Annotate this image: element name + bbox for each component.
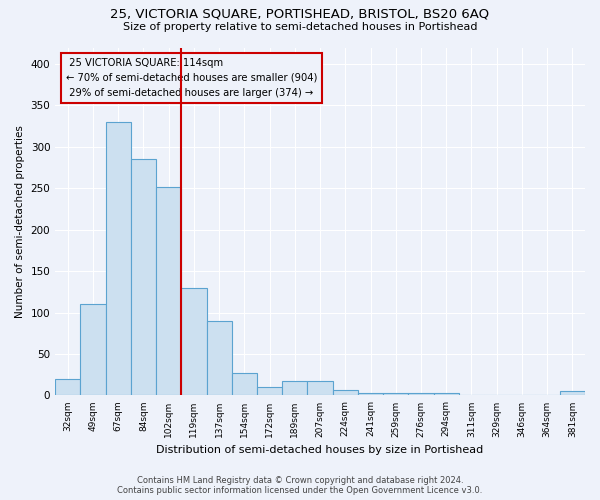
Text: 25 VICTORIA SQUARE: 114sqm
← 70% of semi-detached houses are smaller (904)
 29% : 25 VICTORIA SQUARE: 114sqm ← 70% of semi…	[66, 58, 317, 98]
Bar	[80, 304, 106, 396]
Bar	[131, 160, 156, 396]
Text: Contains HM Land Registry data © Crown copyright and database right 2024.
Contai: Contains HM Land Registry data © Crown c…	[118, 476, 482, 495]
Bar	[106, 122, 131, 396]
Bar	[560, 392, 585, 396]
Bar	[282, 380, 307, 396]
Bar	[434, 393, 459, 396]
Bar	[332, 390, 358, 396]
Bar	[509, 394, 535, 396]
Bar	[257, 387, 282, 396]
Bar	[55, 379, 80, 396]
Bar	[459, 394, 484, 396]
Bar	[181, 288, 206, 396]
Bar	[232, 373, 257, 396]
Bar	[358, 393, 383, 396]
Bar	[383, 393, 409, 396]
Y-axis label: Number of semi-detached properties: Number of semi-detached properties	[15, 125, 25, 318]
X-axis label: Distribution of semi-detached houses by size in Portishead: Distribution of semi-detached houses by …	[157, 445, 484, 455]
Bar	[156, 186, 181, 396]
Bar	[307, 382, 332, 396]
Bar	[409, 393, 434, 396]
Text: Size of property relative to semi-detached houses in Portishead: Size of property relative to semi-detach…	[123, 22, 477, 32]
Bar	[206, 321, 232, 396]
Text: 25, VICTORIA SQUARE, PORTISHEAD, BRISTOL, BS20 6AQ: 25, VICTORIA SQUARE, PORTISHEAD, BRISTOL…	[110, 8, 490, 20]
